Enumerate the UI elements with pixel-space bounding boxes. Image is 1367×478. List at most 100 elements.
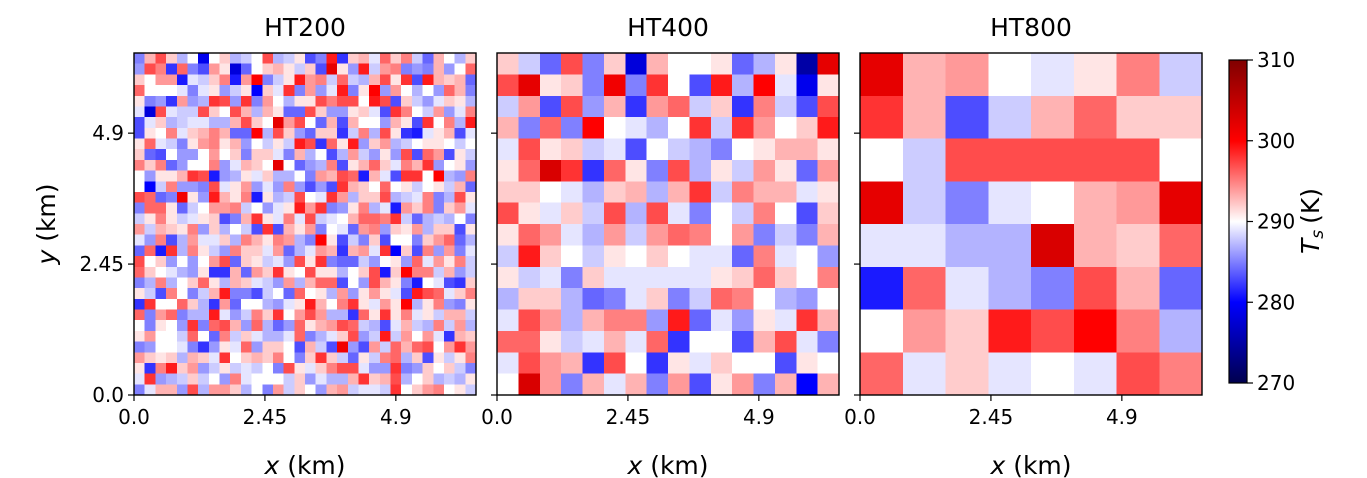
heatmap-cell [305, 53, 317, 65]
heatmap-cell [337, 213, 349, 225]
heatmap-cell [347, 159, 360, 172]
heatmap-cell [144, 298, 156, 311]
heatmap-cell [251, 63, 263, 75]
heatmap-cell [433, 63, 445, 75]
x-tick-label: 4.9 [380, 405, 412, 429]
heatmap-cell [443, 181, 456, 193]
heatmap-cell [155, 320, 167, 332]
heatmap-cell [379, 159, 392, 172]
heatmap-cell [219, 384, 231, 396]
heatmap-cell [230, 330, 242, 343]
heatmap-cell [465, 288, 477, 300]
heatmap-cell [710, 138, 733, 161]
heatmap-cell [251, 159, 263, 172]
heatmap-cell [411, 245, 424, 257]
heatmap-cell [283, 127, 295, 140]
heatmap-cell [294, 191, 306, 204]
heatmap-cell [390, 138, 402, 150]
heatmap-cell [198, 256, 210, 268]
heatmap-cell [166, 53, 178, 65]
heatmap-cell [582, 224, 605, 246]
heatmap-cell [294, 288, 306, 300]
heatmap-cell [433, 213, 445, 225]
heatmap-cell [422, 224, 434, 236]
x-tick-label: 0.0 [118, 405, 150, 429]
heatmap-cell [411, 330, 424, 343]
heatmap-cell [315, 181, 327, 193]
heatmap-cell [945, 95, 989, 140]
heatmap-cell [283, 213, 295, 225]
heatmap-cell [176, 149, 189, 161]
heatmap-cell [379, 95, 392, 108]
heatmap-cell [230, 106, 242, 118]
heatmap-cell [369, 202, 381, 214]
heatmap-cell [401, 288, 413, 300]
heatmap-cell [337, 53, 349, 65]
heatmap-cell [443, 256, 456, 268]
heatmap-cell [294, 277, 306, 289]
heatmap-cell [390, 63, 402, 75]
heatmap-cell [710, 202, 733, 225]
heatmap-cell [144, 63, 156, 75]
heatmap-cell [294, 234, 306, 246]
heatmap-cell [454, 362, 466, 375]
heatmap-cell [646, 309, 669, 332]
heatmap-cell [646, 288, 669, 311]
heatmap-cell [689, 288, 712, 311]
heatmap-cell [166, 245, 178, 257]
heatmap-cell [902, 309, 947, 353]
heatmap-cell [1031, 224, 1075, 268]
heatmap-cell [219, 63, 231, 75]
heatmap-cell [208, 117, 221, 129]
heatmap-cell [240, 320, 253, 332]
x-axis-var: x [626, 451, 642, 478]
panel-frame [859, 52, 1203, 396]
heatmap-cell [668, 202, 690, 225]
heatmap-cell [902, 95, 947, 140]
heatmap-cell [433, 309, 445, 321]
heatmap-cell [294, 298, 306, 311]
heatmap-cell [539, 288, 562, 311]
heatmap-cell [219, 330, 231, 343]
heatmap-cell [465, 330, 477, 343]
heatmap-cell [187, 373, 199, 385]
heatmap-cell [198, 149, 210, 161]
heatmap-cell [144, 320, 156, 332]
heatmap-cell [518, 245, 541, 268]
heatmap-cell [369, 149, 381, 161]
heatmap-cell [582, 181, 605, 204]
heatmap-cell [337, 191, 349, 204]
heatmap-cell [326, 202, 338, 214]
heatmap-cell [326, 245, 338, 257]
heatmap-cell [497, 373, 519, 396]
heatmap-cell [603, 288, 626, 311]
heatmap-cell [369, 320, 381, 332]
heatmap-cell [1073, 95, 1118, 140]
heatmap-cell [379, 138, 392, 150]
heatmap-cell [433, 181, 445, 193]
heatmap-cell [422, 234, 434, 246]
heatmap-cell [860, 352, 904, 396]
heatmap-cell [774, 330, 797, 353]
heatmap-cell [454, 277, 466, 289]
heatmap-cell [155, 202, 167, 214]
heatmap-cell [230, 53, 242, 65]
heatmap-cell [219, 256, 231, 268]
heatmap-cell [283, 266, 295, 279]
heatmap-cell [710, 181, 733, 204]
heatmap-cell [144, 138, 156, 150]
heatmap-cell [283, 352, 295, 364]
heatmap-cell [326, 373, 338, 385]
heatmap-cell [646, 224, 669, 246]
heatmap-cell [187, 245, 199, 257]
heatmap-cell [144, 95, 156, 108]
heatmap-cell [753, 373, 776, 396]
heatmap-cell [518, 224, 541, 246]
heatmap-cell [251, 352, 263, 364]
heatmap-cell [465, 149, 477, 161]
colorbar-tick-label: 310 [1257, 48, 1295, 72]
heatmap-cell [443, 95, 456, 108]
heatmap-cell [166, 341, 178, 353]
heatmap-cell [166, 224, 178, 236]
heatmap-cell [144, 288, 156, 300]
